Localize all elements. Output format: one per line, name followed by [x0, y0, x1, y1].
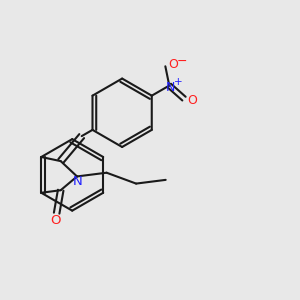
Text: N: N	[166, 81, 176, 94]
Text: O: O	[50, 214, 60, 226]
Text: O: O	[168, 58, 178, 71]
Text: N: N	[73, 175, 82, 188]
Text: −: −	[176, 55, 187, 68]
Text: +: +	[174, 77, 183, 88]
Text: O: O	[187, 94, 197, 107]
